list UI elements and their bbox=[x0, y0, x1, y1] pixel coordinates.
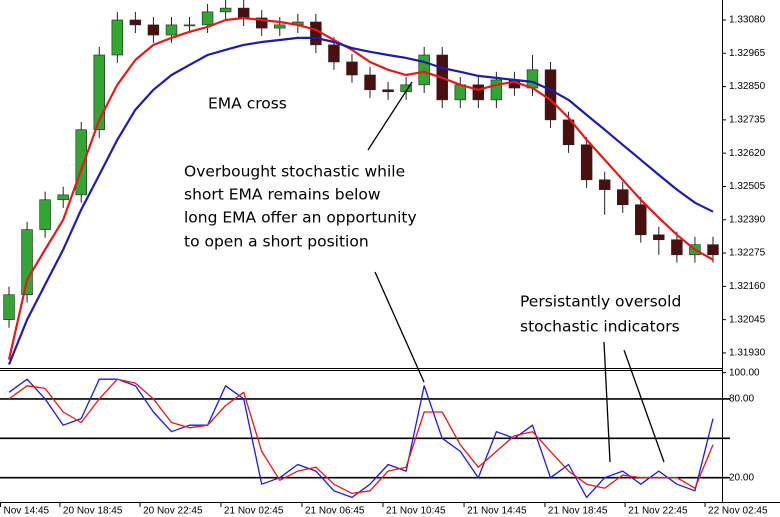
annotation: stochastic indicators bbox=[520, 318, 680, 336]
candle-body bbox=[57, 194, 69, 201]
y-tick-label: 1.32735 bbox=[729, 115, 766, 126]
series-line bbox=[8, 378, 714, 495]
candle-body bbox=[544, 69, 557, 121]
x-tick-label: 20 Nov 18:45 bbox=[63, 506, 123, 517]
x-tick-label: 20 Nov 22:45 bbox=[143, 506, 203, 517]
candle-body bbox=[328, 44, 340, 63]
candle-body bbox=[183, 24, 196, 27]
x-tick-label: 21 Nov 14:45 bbox=[467, 506, 527, 517]
annotation: long EMA offer an opportunity bbox=[184, 209, 417, 227]
pointer-line bbox=[603, 341, 611, 463]
candle-body bbox=[310, 21, 322, 46]
series-line bbox=[7, 16, 714, 360]
candle-body bbox=[580, 144, 593, 181]
candle-body bbox=[382, 89, 394, 93]
candle-body bbox=[472, 84, 485, 101]
candle-body bbox=[562, 119, 575, 146]
x-tick-label: 21 Nov 10:45 bbox=[386, 506, 446, 517]
candle-body bbox=[418, 54, 430, 86]
x-tick-label: Nov 14:45 bbox=[4, 506, 50, 517]
candle-body bbox=[147, 24, 160, 36]
candle-body bbox=[201, 11, 214, 26]
annotation: Overbought stochastic while bbox=[184, 163, 405, 181]
candle-body bbox=[165, 24, 178, 36]
y-tick-label: 100.00 bbox=[729, 367, 760, 378]
candle-body bbox=[39, 199, 51, 230]
candle-body bbox=[111, 19, 124, 56]
pointer-line bbox=[623, 349, 665, 463]
series-line bbox=[8, 378, 714, 499]
x-tick-label: 22 Nov 02:45 bbox=[708, 506, 768, 517]
candle-body bbox=[219, 7, 232, 13]
x-tick-label: 21 Nov 02:45 bbox=[224, 506, 284, 517]
candle-body bbox=[21, 229, 33, 296]
candle-body bbox=[707, 244, 719, 256]
candle-body bbox=[635, 204, 647, 236]
annotation: Persistantly oversold bbox=[520, 293, 681, 311]
candle-body bbox=[653, 234, 665, 241]
candle-body bbox=[256, 17, 268, 29]
candle-body bbox=[129, 19, 142, 26]
candle-body bbox=[75, 129, 87, 196]
candle-body bbox=[490, 79, 503, 101]
y-tick-label: 1.32045 bbox=[729, 314, 766, 325]
annotation: short EMA remains below bbox=[184, 186, 381, 204]
candle-body bbox=[3, 294, 15, 320]
y-tick-label: 1.32505 bbox=[729, 181, 766, 192]
y-tick-label: 20.00 bbox=[729, 472, 754, 483]
y-tick-label: 1.32390 bbox=[729, 214, 766, 225]
x-tick-label: 21 Nov 06:45 bbox=[305, 506, 365, 517]
pointer-line bbox=[374, 271, 425, 383]
y-tick-label: 1.32965 bbox=[729, 48, 766, 59]
candle-body bbox=[274, 24, 286, 29]
x-tick-label: 21 Nov 18:45 bbox=[548, 506, 608, 517]
series-line bbox=[7, 36, 714, 365]
candle-body bbox=[617, 189, 629, 206]
candle-body bbox=[237, 7, 250, 19]
pointer-lines bbox=[367, 81, 665, 463]
y-tick-label: 1.32850 bbox=[729, 81, 766, 92]
pointer-line bbox=[367, 81, 413, 151]
x-tick-label: 21 Nov 22:45 bbox=[628, 506, 688, 517]
annotation: EMA cross bbox=[208, 95, 287, 113]
candle-body bbox=[671, 239, 683, 256]
y-tick-label: 1.33080 bbox=[729, 15, 766, 26]
candle-body bbox=[364, 74, 376, 91]
candle-body bbox=[93, 54, 105, 131]
y-tick-label: 80.00 bbox=[729, 394, 754, 405]
candle-body bbox=[598, 179, 611, 190]
candle-body bbox=[526, 69, 539, 89]
annotation: to open a short position bbox=[184, 233, 369, 251]
candle-body bbox=[346, 61, 358, 76]
y-tick-label: 1.31930 bbox=[729, 348, 766, 359]
y-tick-label: 1.32160 bbox=[729, 281, 766, 292]
candle-body bbox=[454, 84, 466, 101]
y-tick-label: 1.32275 bbox=[729, 248, 766, 259]
y-tick-label: 1.32620 bbox=[729, 148, 766, 159]
